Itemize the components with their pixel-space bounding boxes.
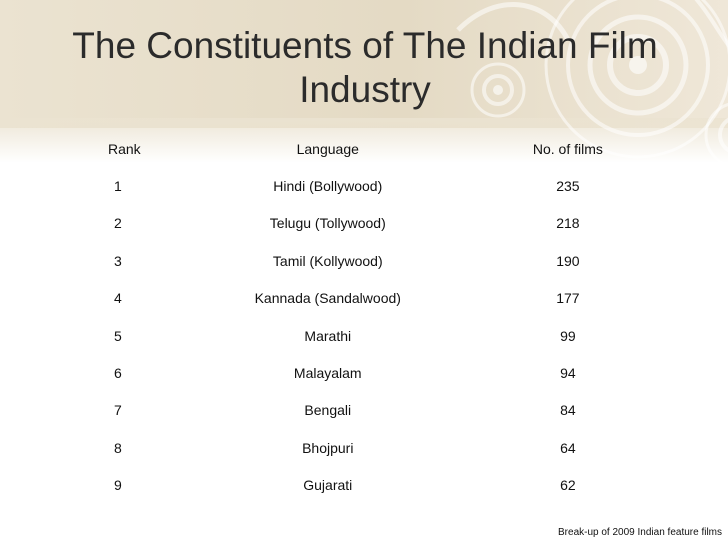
table-row: 9 Gujarati 62 [96,467,672,504]
table-caption: Break-up of 2009 Indian feature films [558,527,722,538]
table-row: 1 Hindi (Bollywood) 235 [96,167,672,204]
rank-cell: 1 [114,178,122,195]
films-count-cell: 177 [556,290,580,307]
language-cell: Kannada (Sandalwood) [254,290,401,307]
language-cell: Bhojpuri [302,439,354,456]
slide-title: The Constituents of The Indian Film Indu… [72,25,658,110]
films-count-cell: 218 [556,215,580,232]
rank-cell: 2 [114,215,122,232]
header-fade [0,118,728,163]
language-cell: Malayalam [293,365,362,382]
table-row: 5 Marathi 99 [96,317,672,354]
header-rank: Rank [108,140,141,157]
rank-cell: 3 [114,252,122,269]
table-row: 3 Tamil (Kollywood) 190 [96,242,672,279]
table-header-row: Rank Language No. of films [96,130,672,167]
table-row: 4 Kannada (Sandalwood) 177 [96,280,672,317]
language-cell: Telugu (Tollywood) [269,215,386,232]
rank-cell: 9 [114,477,122,494]
language-cell: Tamil (Kollywood) [272,252,383,269]
films-table: Rank Language No. of films 1 Hindi (Boll… [96,130,672,504]
language-cell: Marathi [304,327,352,344]
rank-cell: 4 [114,290,122,307]
language-cell: Hindi (Bollywood) [273,178,383,195]
films-count-cell: 99 [560,327,576,344]
header-band [0,0,728,128]
swirl-decoration-icon [456,0,728,167]
rank-cell: 8 [114,439,122,456]
films-count-cell: 94 [560,365,576,382]
table-row: 7 Bengali 84 [96,392,672,429]
language-cell: Bengali [304,402,352,419]
language-cell: Gujarati [303,477,353,494]
films-count-cell: 64 [560,439,576,456]
rank-cell: 5 [114,327,122,344]
rank-cell: 7 [114,402,122,419]
header-films: No. of films [532,140,603,157]
films-count-cell: 190 [556,252,580,269]
table-row: 6 Malayalam 94 [96,354,672,391]
header-language: Language [296,140,359,157]
rank-cell: 6 [114,365,122,382]
films-count-cell: 62 [560,477,576,494]
table-row: 8 Bhojpuri 64 [96,429,672,466]
table-row: 2 Telugu (Tollywood) 218 [96,205,672,242]
films-count-cell: 84 [560,402,576,419]
films-count-cell: 235 [556,178,580,195]
